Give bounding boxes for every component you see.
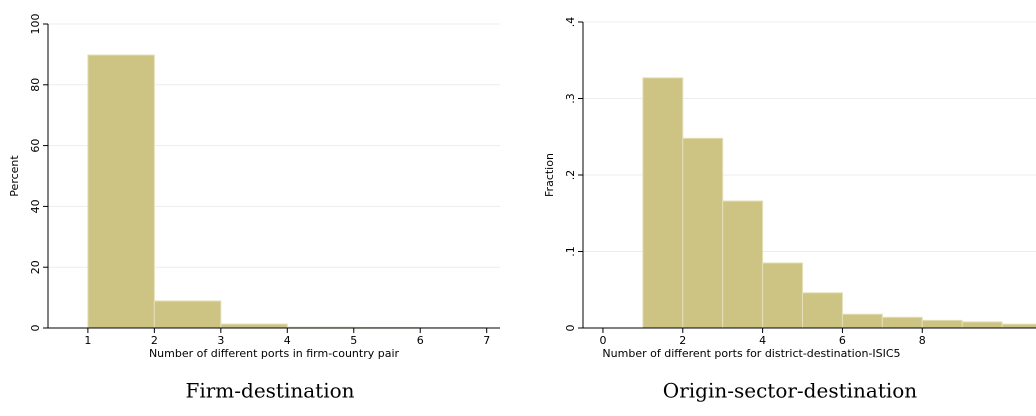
x-tick-label: 2 <box>679 334 686 347</box>
y-tick-label: 60 <box>29 139 42 153</box>
x-tick-label: 0 <box>599 334 606 347</box>
x-tick-label: 6 <box>839 334 846 347</box>
bar <box>682 137 724 328</box>
x-tick-label: 7 <box>483 334 490 347</box>
y-tick-label: 80 <box>29 78 42 92</box>
bar <box>881 316 923 328</box>
y-axis-label: Fraction <box>543 153 556 197</box>
bars <box>642 77 1036 328</box>
x-axis-label: Number of different ports in firm-countr… <box>149 347 400 360</box>
x-tick-label: 5 <box>350 334 357 347</box>
y-tick-label: .2 <box>564 170 577 181</box>
bar <box>802 292 843 328</box>
bars <box>87 54 488 328</box>
bar <box>722 200 764 328</box>
bar <box>87 54 155 328</box>
bar <box>762 262 804 328</box>
y-axis-label: Percent <box>8 155 21 197</box>
y-tick-label: 0 <box>29 325 42 332</box>
x-tick-label: 4 <box>284 334 291 347</box>
bar <box>961 321 1003 328</box>
bar <box>220 323 288 328</box>
x-tick-label: 2 <box>151 334 158 347</box>
chart: 0 .1 .2 .3 .4 0 2 4 6 8 Number of different ports … <box>543 17 1036 403</box>
x-tick-label: 6 <box>417 334 424 347</box>
y-tick-label: .4 <box>564 17 577 28</box>
y-tick-label: .3 <box>564 93 577 104</box>
y-tick-label: 20 <box>29 260 42 274</box>
bar <box>642 77 684 328</box>
caption: Firm-destination <box>185 379 354 403</box>
x-axis-label: Number of different ports for district-d… <box>602 347 900 360</box>
x-tick-label: 4 <box>759 334 766 347</box>
y-tick-label: 0 <box>564 325 577 332</box>
bar <box>841 313 883 328</box>
x-tick-label: 1 <box>84 334 91 347</box>
x-tick-label: 3 <box>217 334 224 347</box>
chart: 0 20 40 60 80 100 1 2 3 4 5 6 7 Number of different p… <box>8 14 500 403</box>
y-tick-label: 40 <box>29 199 42 213</box>
bar <box>921 319 963 328</box>
bar <box>153 300 222 328</box>
bar <box>1001 323 1036 328</box>
x-tick-label: 8 <box>919 334 926 347</box>
caption: Origin-sector-destination <box>663 379 918 403</box>
y-tick-label: .1 <box>564 246 577 257</box>
y-tick-label: 100 <box>29 14 42 35</box>
